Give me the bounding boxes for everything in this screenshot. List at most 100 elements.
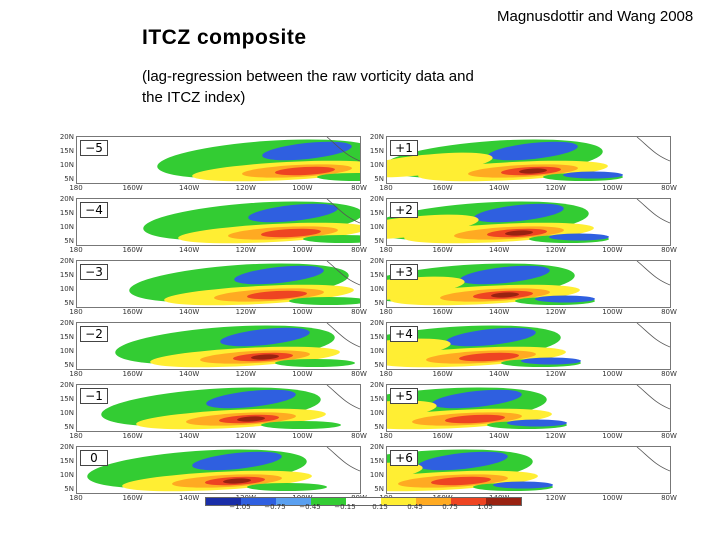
lat-tick-label: 10N [59, 347, 74, 355]
lat-tick-label: 15N [59, 271, 74, 279]
lat-tick-label: 20N [369, 319, 384, 327]
lag-label: −5 [80, 140, 108, 156]
coastline [326, 137, 360, 162]
lon-tick-label: 80W [661, 432, 677, 440]
lon-tick-label: 160W [432, 184, 453, 192]
lon-tick-label: 120W [235, 432, 256, 440]
anomaly-contour [493, 481, 553, 489]
lon-tick-label: 120W [235, 370, 256, 378]
lon-tick-label: 160W [122, 184, 143, 192]
lon-tick-label: 140W [179, 184, 200, 192]
lat-tick-label: 15N [59, 395, 74, 403]
lon-tick-label: 120W [545, 494, 566, 502]
lat-tick-label: 20N [369, 195, 384, 203]
lon-tick-label: 140W [179, 432, 200, 440]
colorbar-swatch [311, 498, 346, 505]
lat-tick-label: 15N [369, 147, 384, 155]
slide-title: ITCZ composite [142, 26, 307, 49]
coastline [326, 199, 360, 224]
lon-tick-label: 180 [379, 432, 393, 440]
lag-label: 0 [80, 450, 108, 466]
lat-tick-label: 10N [369, 409, 384, 417]
lat-tick-label: 10N [59, 223, 74, 231]
credit-text: Magnusdottir and Wang 2008 [497, 8, 694, 25]
anomaly-contour [387, 152, 493, 178]
lon-tick-label: 160W [432, 370, 453, 378]
lag-panel: −3 [76, 260, 361, 308]
lon-tick-label: 120W [545, 246, 566, 254]
anomaly-contour [289, 297, 360, 305]
lon-tick-label: 160W [122, 246, 143, 254]
lon-tick-label: 180 [379, 370, 393, 378]
anomaly-contour [446, 327, 536, 347]
anomaly-contour [491, 292, 519, 298]
colorbar-tick-label: −0.15 [334, 503, 356, 511]
lon-tick-label: 100W [292, 308, 313, 316]
anomaly-contour [549, 233, 609, 241]
lat-tick-label: 5N [374, 237, 384, 245]
lon-tick-label: 80W [661, 370, 677, 378]
anomaly-contour [387, 400, 437, 426]
lon-tick-label: 140W [179, 370, 200, 378]
lag-label: +4 [390, 326, 418, 342]
lat-tick-label: 5N [64, 299, 74, 307]
anomaly-contour [223, 478, 251, 484]
anomaly-contour [251, 354, 279, 360]
lag-label: +5 [390, 388, 418, 404]
lat-tick-label: 10N [369, 347, 384, 355]
lat-tick-label: 5N [374, 361, 384, 369]
anomaly-contour [387, 338, 451, 364]
lon-tick-label: 160W [432, 308, 453, 316]
composite-figure: −5 20N 15N 10N 5N 180 160W 140W 120W 100W 80W −4 20N… [40, 128, 680, 513]
lon-tick-label: 80W [661, 246, 677, 254]
anomaly-contour [431, 476, 491, 486]
lon-tick-label: 120W [235, 308, 256, 316]
lon-tick-label: 100W [602, 184, 623, 192]
slide-subtitle: (lag-regression between the raw vorticit… [142, 68, 474, 106]
lat-tick-label: 10N [59, 285, 74, 293]
anomaly-contour [261, 421, 341, 429]
lon-tick-label: 100W [292, 432, 313, 440]
lag-label: +2 [390, 202, 418, 218]
lon-tick-label: 160W [122, 308, 143, 316]
colorbar-swatch [276, 498, 311, 505]
lon-tick-label: 80W [351, 370, 367, 378]
anomaly-contour [234, 265, 324, 285]
lat-tick-label: 10N [369, 471, 384, 479]
lag-panel: −4 [76, 198, 361, 246]
lat-tick-label: 15N [369, 395, 384, 403]
lon-tick-label: 140W [489, 184, 510, 192]
anomaly-contour [261, 228, 321, 238]
lon-tick-label: 100W [602, 246, 623, 254]
lag-panel: +2 [386, 198, 671, 246]
anomaly-contour [519, 168, 547, 174]
lon-tick-label: 100W [602, 494, 623, 502]
lon-tick-label: 180 [69, 308, 83, 316]
lat-tick-label: 15N [59, 209, 74, 217]
lat-tick-label: 10N [369, 161, 384, 169]
lon-tick-label: 160W [432, 246, 453, 254]
lon-tick-label: 140W [489, 246, 510, 254]
lon-tick-label: 160W [122, 432, 143, 440]
lag-label: −2 [80, 326, 108, 342]
lon-tick-label: 100W [292, 370, 313, 378]
anomaly-contour [275, 359, 355, 367]
lon-tick-label: 100W [602, 370, 623, 378]
anomaly-contour [507, 419, 567, 427]
lat-tick-label: 15N [369, 271, 384, 279]
anomaly-contour [505, 230, 533, 236]
lon-tick-label: 180 [69, 370, 83, 378]
coastline [326, 323, 360, 348]
colorbar-swatch [206, 498, 241, 505]
lon-tick-label: 140W [179, 246, 200, 254]
lon-tick-label: 80W [661, 308, 677, 316]
lag-label: +6 [390, 450, 418, 466]
lat-tick-label: 5N [374, 175, 384, 183]
lat-tick-label: 5N [374, 423, 384, 431]
vorticity-map [387, 261, 670, 306]
coastline [636, 447, 670, 472]
anomaly-contour [220, 327, 310, 347]
lat-tick-label: 15N [59, 147, 74, 155]
colorbar-tick-label: 0.75 [442, 503, 458, 511]
anomaly-contour [303, 235, 360, 243]
